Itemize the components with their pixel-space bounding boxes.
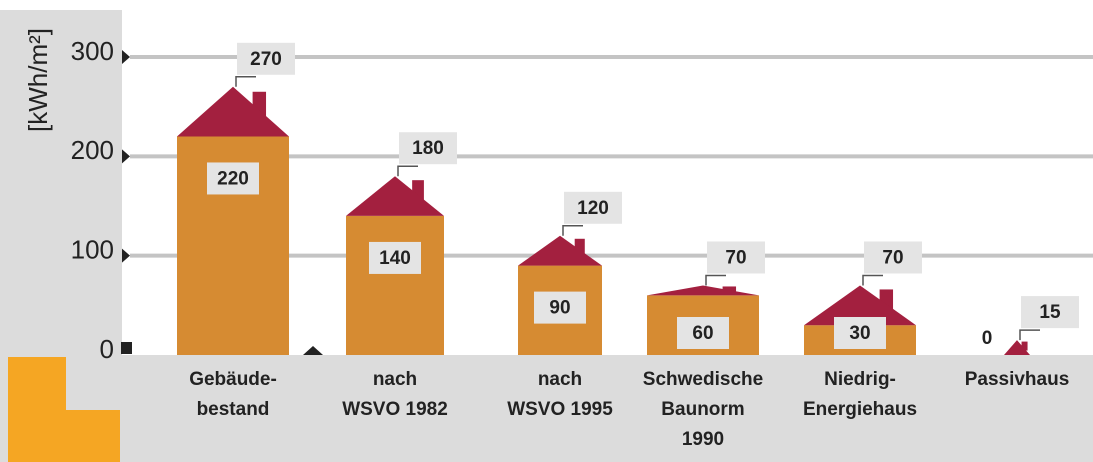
roof-value-label-box bbox=[399, 132, 457, 165]
body-value-label-box bbox=[534, 291, 586, 324]
x-tick-label: nach bbox=[538, 369, 582, 390]
roof-value-label-box bbox=[707, 241, 765, 274]
house-roof bbox=[804, 285, 916, 326]
body-value-label: 140 bbox=[379, 248, 411, 269]
chimney bbox=[1021, 341, 1028, 351]
y-tick-label: 100 bbox=[71, 235, 114, 265]
y-tick-label: 300 bbox=[71, 36, 114, 66]
roof-value-label-box bbox=[564, 191, 622, 224]
x-tick-label: WSVO 1995 bbox=[507, 399, 613, 420]
x-tick-label: Schwedische bbox=[643, 369, 763, 390]
body-value-label: 30 bbox=[849, 323, 870, 344]
y-tick-label: 0 bbox=[100, 334, 114, 364]
tick-marker bbox=[122, 50, 130, 64]
roof-value-label: 70 bbox=[725, 247, 746, 268]
tick-marker bbox=[122, 149, 130, 164]
x-tick-label: bestand bbox=[197, 399, 270, 420]
corner-block bbox=[8, 357, 120, 462]
tick-marker bbox=[122, 248, 130, 263]
leader-line bbox=[562, 225, 583, 236]
origin-marker bbox=[121, 342, 132, 354]
axis-band bbox=[0, 10, 122, 355]
roof-value-label-box bbox=[237, 42, 295, 75]
roof-value-label: 120 bbox=[577, 198, 609, 219]
body-value-label-box bbox=[369, 241, 421, 274]
house-roof bbox=[177, 86, 289, 137]
x-tick-label: WSVO 1982 bbox=[342, 399, 448, 420]
house-body bbox=[346, 215, 444, 355]
leader-line bbox=[235, 76, 256, 87]
x-tick-label: Energiehaus bbox=[803, 399, 917, 420]
body-value-label: 90 bbox=[549, 298, 570, 319]
body-value-label: 220 bbox=[217, 168, 249, 189]
body-value-label-box bbox=[207, 162, 259, 195]
x-tick-label: 1990 bbox=[682, 429, 724, 450]
roof-value-label-box bbox=[864, 241, 922, 274]
body-value-label: 60 bbox=[692, 323, 713, 344]
chimney bbox=[722, 286, 737, 293]
y-axis-label: [kWh/m²] bbox=[23, 28, 53, 132]
leader-line bbox=[1019, 329, 1040, 341]
house-roof bbox=[647, 285, 759, 296]
leader-line bbox=[397, 165, 418, 177]
body-value-label: 0 bbox=[982, 328, 993, 349]
house-roof bbox=[1004, 340, 1030, 355]
roof-value-label: 15 bbox=[1039, 302, 1061, 323]
roof-value-label: 180 bbox=[412, 138, 444, 159]
x-tick-label: Niedrig- bbox=[824, 369, 896, 390]
x-tick-label: Gebäude- bbox=[189, 369, 277, 390]
roof-value-label: 70 bbox=[882, 247, 903, 268]
x-tick-label: nach bbox=[373, 369, 417, 390]
roof-value-label: 270 bbox=[250, 49, 282, 70]
body-value-label-box bbox=[834, 317, 886, 349]
leader-line bbox=[862, 274, 883, 286]
x-tick-label: Passivhaus bbox=[965, 369, 1070, 390]
leader-line bbox=[705, 274, 726, 286]
roof-value-label-box bbox=[1021, 296, 1079, 329]
marker bbox=[303, 346, 323, 355]
y-tick-label: 200 bbox=[71, 135, 114, 165]
x-tick-label: Baunorm bbox=[661, 399, 744, 420]
category-band bbox=[0, 355, 1093, 462]
house-roof bbox=[518, 235, 602, 266]
chimney bbox=[412, 180, 424, 205]
house-roof bbox=[346, 176, 444, 216]
chimney bbox=[574, 238, 585, 257]
body-value-label-box bbox=[677, 317, 729, 349]
